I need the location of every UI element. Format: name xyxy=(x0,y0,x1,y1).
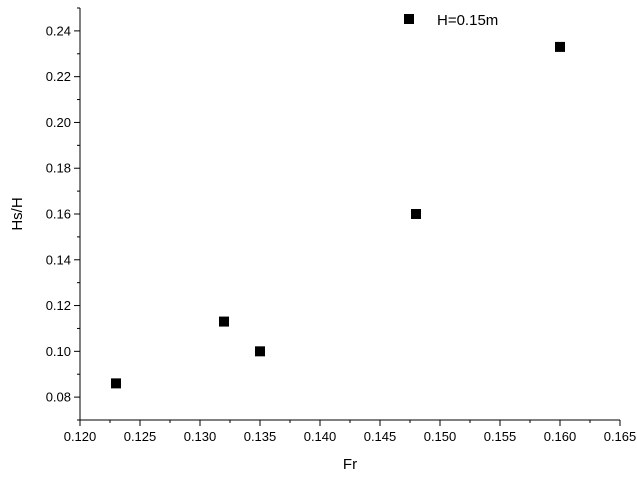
data-point xyxy=(111,378,121,389)
y-tick-label: 0.08 xyxy=(46,390,71,405)
data-point xyxy=(255,346,265,357)
data-point xyxy=(219,316,229,327)
legend: H=0.15m xyxy=(404,12,498,29)
x-tick-label: 0.130 xyxy=(184,429,217,444)
y-tick-label: 0.18 xyxy=(46,161,71,176)
y-tick-label: 0.20 xyxy=(46,115,71,130)
legend-label: H=0.15m xyxy=(437,12,498,29)
x-axis-title: Fr xyxy=(343,456,357,473)
data-point xyxy=(555,41,565,52)
y-axis-ticks: 0.08 0.10 0.12 0.14 0.16 0.18 0.20 0.22 0.24 xyxy=(46,7,80,421)
x-tick-label: 0.120 xyxy=(64,429,97,444)
x-tick-label: 0.145 xyxy=(364,429,397,444)
x-tick-label: 0.155 xyxy=(484,429,517,444)
x-tick-label: 0.160 xyxy=(544,429,577,444)
x-axis-ticks: 0.120 0.125 0.130 0.135 0.140 0.145 0.150 0.155… xyxy=(64,420,637,444)
y-tick-label: 0.14 xyxy=(46,252,71,267)
y-tick-label: 0.16 xyxy=(46,207,71,222)
x-tick-label: 0.165 xyxy=(604,429,637,444)
data-points xyxy=(111,41,565,389)
y-tick-label: 0.24 xyxy=(46,23,71,38)
y-axis-title: Hs/H xyxy=(9,197,26,230)
x-tick-label: 0.125 xyxy=(124,429,157,444)
axes xyxy=(79,8,620,421)
legend-marker xyxy=(404,14,414,24)
y-tick-label: 0.12 xyxy=(46,298,71,313)
x-tick-label: 0.140 xyxy=(304,429,337,444)
y-tick-label: 0.22 xyxy=(46,69,71,84)
x-tick-label: 0.135 xyxy=(244,429,277,444)
y-tick-label: 0.10 xyxy=(46,344,71,359)
data-point xyxy=(411,209,421,219)
x-tick-label: 0.150 xyxy=(424,429,457,444)
